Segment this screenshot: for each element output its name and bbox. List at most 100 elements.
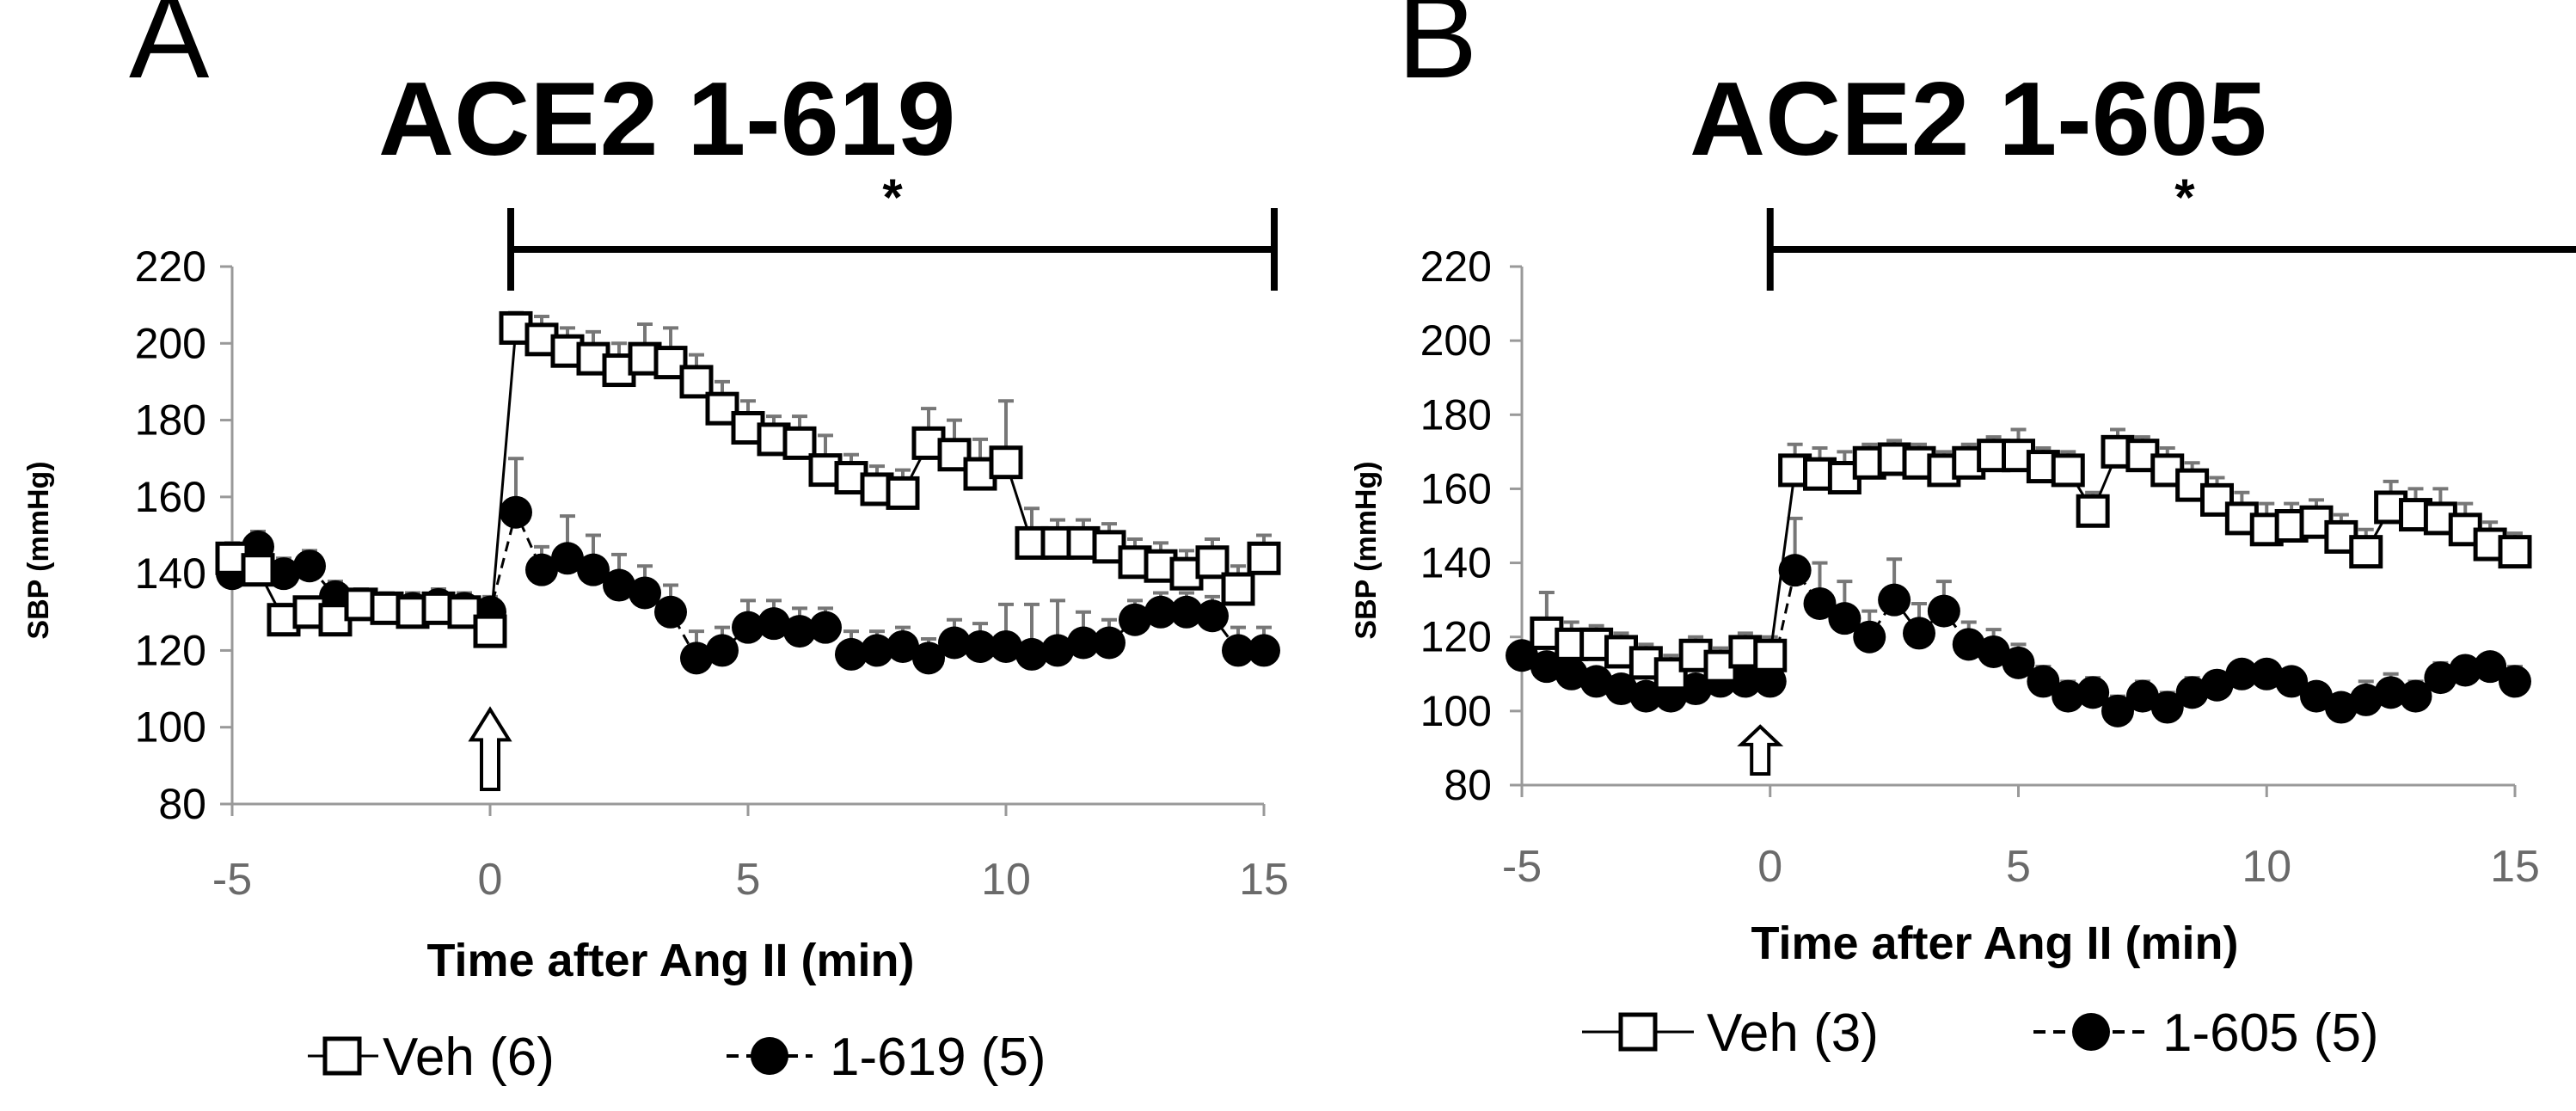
veh-point xyxy=(1195,545,1230,580)
panel-b-title: ACE2 1-605 xyxy=(1690,60,2266,177)
panel-a-significance-bracket xyxy=(507,208,1278,291)
treatment-point xyxy=(1144,595,1177,629)
treatment-point xyxy=(1952,628,1985,661)
y-tick-label: 160 xyxy=(135,473,206,521)
veh-point xyxy=(1247,541,1281,575)
panel-a-ang-ii-arrow-icon xyxy=(468,706,512,791)
veh-point xyxy=(2051,453,2085,488)
treatment-point xyxy=(1977,635,2010,668)
treatment-point xyxy=(2250,657,2284,691)
veh-point xyxy=(473,614,507,648)
panel-b-legend-veh: Veh (3) xyxy=(1707,1004,1879,1063)
legend-open-square-icon xyxy=(322,1036,362,1076)
treatment-point xyxy=(2002,646,2035,679)
treatment-point xyxy=(1041,634,1074,667)
treatment-point xyxy=(2324,691,2358,724)
veh-point xyxy=(2076,494,2110,528)
x-tick-label: -5 xyxy=(212,855,252,905)
y-tick-label: 200 xyxy=(135,319,206,367)
treatment-point xyxy=(1119,603,1151,636)
treatment-point xyxy=(1803,586,1837,620)
veh-point xyxy=(886,476,920,510)
treatment-point xyxy=(1927,594,1960,628)
treatment-point xyxy=(706,634,739,667)
treatment-point xyxy=(2499,665,2531,698)
panel-a-significance-star: * xyxy=(882,169,903,226)
treatment-point xyxy=(1579,665,1613,698)
treatment-point xyxy=(2424,661,2457,695)
treatment-point xyxy=(2027,665,2060,698)
y-tick-label: 100 xyxy=(1420,687,1492,735)
veh-point xyxy=(2349,535,2383,569)
panel-a-legend-veh: Veh (6) xyxy=(383,1028,555,1087)
treatment-point xyxy=(2474,650,2507,684)
treatment-point xyxy=(2399,679,2432,713)
panel-a-legend: Veh (6) 1-619 (5) xyxy=(308,1028,1046,1087)
panel-a-x-tick-labels: -5 0 5 10 15 xyxy=(212,855,1289,905)
y-tick-label: 120 xyxy=(135,626,206,674)
treatment-point xyxy=(654,595,687,629)
veh-point xyxy=(2200,482,2234,517)
x-tick-label: 10 xyxy=(2242,842,2291,892)
x-tick-label: -5 xyxy=(1502,842,1542,892)
treatment-point xyxy=(809,611,842,644)
y-tick-label: 140 xyxy=(1420,539,1492,587)
treatment-point xyxy=(732,611,764,644)
legend-open-square-icon xyxy=(1618,1012,1658,1052)
treatment-point xyxy=(1853,620,1886,654)
arrow-shape xyxy=(468,706,512,791)
treatment-point xyxy=(1067,626,1100,660)
treatment-point xyxy=(1604,672,1638,706)
panel-a-markers xyxy=(215,310,1281,675)
treatment-point xyxy=(2349,683,2383,716)
y-tick-label: 120 xyxy=(1420,613,1492,661)
panel-b-x-axis-label: Time after Ang II (min) xyxy=(1751,918,2238,969)
panel-b-markers xyxy=(1506,434,2532,727)
treatment-point xyxy=(603,568,635,602)
veh-point xyxy=(989,445,1023,480)
treatment-point xyxy=(2150,691,2184,724)
x-tick-label: 15 xyxy=(2490,842,2540,892)
y-tick-label: 80 xyxy=(1444,761,1492,809)
panel-a-legend-treatment: 1-619 (5) xyxy=(830,1028,1046,1087)
treatment-point xyxy=(861,634,893,667)
legend-filled-circle-icon xyxy=(751,1037,788,1075)
panel-a-x-axis-label: Time after Ang II (min) xyxy=(426,935,914,986)
panel-b-plot-area xyxy=(1506,427,2532,727)
treatment-point xyxy=(2200,668,2234,702)
treatment-point xyxy=(551,542,584,575)
treatment-point xyxy=(2374,676,2407,709)
treatment-point xyxy=(1222,634,1254,667)
treatment-point xyxy=(938,626,971,660)
treatment-point xyxy=(680,641,713,675)
y-tick-label: 100 xyxy=(135,703,206,752)
legend-filled-circle-icon xyxy=(2072,1013,2110,1051)
y-tick-label: 180 xyxy=(135,396,206,445)
x-tick-label: 5 xyxy=(2006,842,2031,892)
treatment-point xyxy=(1248,634,1280,667)
treatment-point xyxy=(1878,583,1911,617)
treatment-point xyxy=(2101,694,2134,727)
treatment-point xyxy=(293,549,326,583)
veh-point xyxy=(937,438,972,472)
panel-a-letter: A xyxy=(129,0,210,103)
treatment-point xyxy=(267,557,300,591)
panel-b-x-tick-labels: -5 0 5 10 15 xyxy=(1502,842,2540,892)
y-tick-label: 160 xyxy=(1420,464,1492,513)
treatment-point xyxy=(2076,676,2110,709)
treatment-point xyxy=(1753,665,1787,698)
y-tick-label: 80 xyxy=(158,780,206,828)
treatment-point xyxy=(2175,676,2209,709)
x-tick-label: 0 xyxy=(1757,842,1782,892)
veh-point xyxy=(1653,657,1688,691)
y-tick-label: 140 xyxy=(135,549,206,598)
veh-point xyxy=(782,426,817,460)
panel-b-ang-ii-arrow-icon xyxy=(1737,724,1784,776)
treatment-point xyxy=(1093,626,1125,660)
panel-a-y-tick-labels: 80 100 120 140 160 180 200 220 xyxy=(135,242,206,828)
treatment-point xyxy=(783,615,816,648)
panel-b-axes xyxy=(1510,265,2517,797)
